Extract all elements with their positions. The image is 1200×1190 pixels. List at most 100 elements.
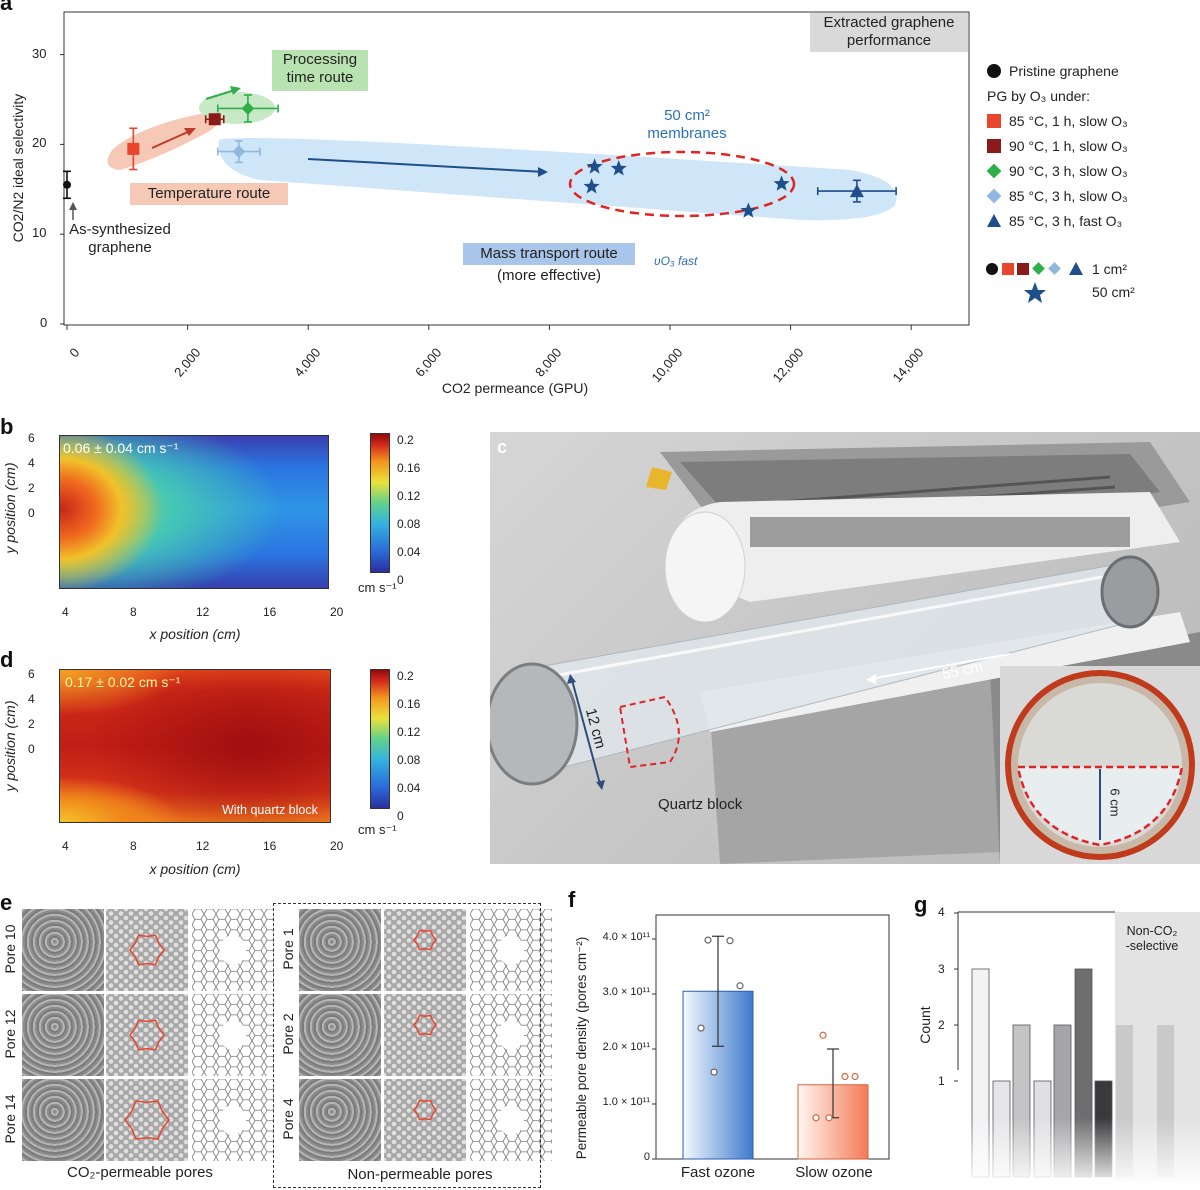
temperature-arrow	[151, 130, 191, 149]
xt-d-4: 20	[330, 839, 344, 853]
tem-raw-permeable	[22, 994, 104, 1076]
tem-raw-nonpermeable	[299, 1079, 381, 1161]
cb-d-3: 0.12	[397, 725, 421, 739]
pore-outline-nonpermeable	[413, 1099, 437, 1121]
yt-b-3: 6	[28, 431, 35, 445]
tem-raw-permeable	[22, 909, 104, 991]
xt-b-2: 12	[196, 605, 210, 619]
processing-arrow	[205, 89, 236, 100]
yt-f-4: 4.0 × 10¹¹	[602, 931, 650, 943]
label-6cm: 6 cm	[1107, 788, 1123, 817]
tem-raw-nonpermeable	[299, 909, 381, 991]
stat-b: 0.06 ± 0.04 cm s⁻¹	[63, 440, 179, 456]
diamond-marker-icon	[986, 188, 1002, 203]
box-line1: Extracted graphene	[823, 14, 955, 31]
sample-point-f	[841, 1072, 849, 1081]
colorbar-d	[370, 669, 390, 809]
data-point-square	[208, 113, 221, 126]
cb-b-3: 0.12	[397, 489, 421, 503]
yt-b-0: 0	[28, 506, 35, 520]
yt-b-1: 2	[28, 481, 35, 495]
tem-lattice-nonpermeable	[384, 909, 466, 991]
square-marker-icon	[987, 113, 1001, 128]
yt-g-3: 4	[938, 905, 945, 919]
data-point-star	[583, 178, 600, 194]
pore-schematic-nonpermeable	[470, 909, 552, 991]
cbar-unit-d: cm s⁻¹	[358, 822, 397, 837]
membranes-line1: 50 cm²	[664, 107, 710, 124]
sample-point-f	[819, 1031, 827, 1039]
square-marker-icon	[987, 138, 1001, 153]
tem-lattice-nonpermeable	[384, 994, 466, 1076]
caption-permeable: CO₂-permeable pores	[67, 1164, 213, 1181]
legend-pristine-label: Pristine graphene	[1009, 62, 1119, 79]
processing-line2: time route	[286, 69, 354, 86]
legend-pg-by: PG by O₃ under:	[987, 83, 1197, 108]
membranes-line2: membranes	[647, 125, 727, 142]
data-point-star	[610, 160, 627, 176]
y-tick-a: 0	[40, 315, 48, 330]
legend-size-50: 50 cm²	[1092, 284, 1135, 300]
legend-label-3: 85 °C, 3 h, slow O₃	[1009, 187, 1128, 204]
ylabel-f: Permeable pore density (pores cm⁻²)	[574, 936, 589, 1160]
cat-f-1: Slow ozone	[795, 1164, 873, 1181]
box-line2: performance	[846, 32, 932, 49]
ylabel-b: y position (cm)	[2, 462, 18, 554]
yt-f-3: 3.0 × 10¹¹	[602, 986, 650, 998]
extracted-performance-box: Extracted graphene performance	[810, 13, 968, 52]
xt-b-4: 20	[330, 605, 344, 619]
furnace-photo	[490, 432, 1200, 864]
data-point-triangle	[849, 184, 864, 198]
temperature-route-label: Temperature route	[130, 183, 288, 205]
pore-outline-nonpermeable	[413, 929, 437, 951]
legend-pg-label: PG by O₃ under:	[987, 87, 1090, 104]
xt-d-0: 4	[62, 839, 69, 853]
legend-size-1: 1 cm²	[1092, 261, 1127, 277]
cat-f-0: Fast ozone	[680, 1164, 756, 1181]
pore-outline-permeable	[129, 1019, 165, 1051]
heatmap-b	[59, 435, 329, 589]
tem-lattice-permeable	[106, 909, 188, 991]
panel-g-chart	[954, 911, 1200, 1190]
legend-item-4: 85 °C, 3 h, fast O₃	[987, 208, 1197, 233]
pore-label-permeable: Pore 12	[2, 1009, 18, 1059]
cb-b-0: 0	[397, 573, 404, 587]
cb-b-5: 0.2	[397, 433, 414, 447]
triangle-marker-icon	[987, 214, 1001, 227]
cb-b-2: 0.08	[397, 517, 421, 531]
y-tick-a: 20	[32, 135, 47, 151]
panel-a-chart	[60, 11, 970, 330]
processing-line1: Processing	[282, 51, 358, 68]
legend-label-4: 85 °C, 3 h, fast O₃	[1009, 212, 1123, 229]
yt-f-2: 2.0 × 10¹¹	[602, 1041, 650, 1053]
cb-d-4: 0.16	[397, 697, 421, 711]
yt-g-2: 3	[938, 962, 945, 976]
pore-label-permeable: Pore 14	[2, 1094, 18, 1144]
vo3-label: υO₃ fast	[654, 254, 698, 268]
legend-item-2: 90 °C, 3 h, slow O₃	[986, 158, 1197, 183]
y-ticks-d: 6 4 2 0	[28, 662, 35, 762]
data-point-square	[127, 142, 140, 155]
yt-d-1: 2	[28, 717, 35, 731]
panel-a-ylabel: CO2/N2 ideal selectivity	[10, 93, 26, 243]
y-tick-a: 30	[32, 45, 47, 61]
legend-size-symbols	[986, 262, 1083, 303]
non-sel-line1: Non-CO₂	[1126, 924, 1178, 938]
panel-letter-b: b	[0, 414, 14, 439]
legend-item-3: 85 °C, 3 h, slow O₃	[986, 183, 1197, 208]
sample-point-f	[704, 936, 712, 944]
pore-outline-permeable	[129, 934, 165, 966]
legend-label-0: 85 °C, 1 h, slow O₃	[1009, 112, 1128, 129]
processing-route-label: Processing time route	[272, 50, 368, 91]
y-tick-a: 10	[32, 225, 47, 241]
sample-point-f	[825, 1114, 833, 1122]
panel-letter-f: f	[568, 887, 576, 912]
label-quartz-block: Quartz block	[658, 796, 743, 813]
colorbar-b	[370, 433, 390, 573]
xt-d-1: 8	[130, 839, 137, 853]
panel-a-legend: Pristine graphene PG by O₃ under: 85 °C,…	[986, 58, 1197, 233]
yt-g-1: 2	[938, 1018, 945, 1032]
circle-marker-icon	[987, 63, 1001, 78]
panel-letter-a: a	[0, 0, 13, 15]
xt-d-2: 12	[196, 839, 210, 853]
